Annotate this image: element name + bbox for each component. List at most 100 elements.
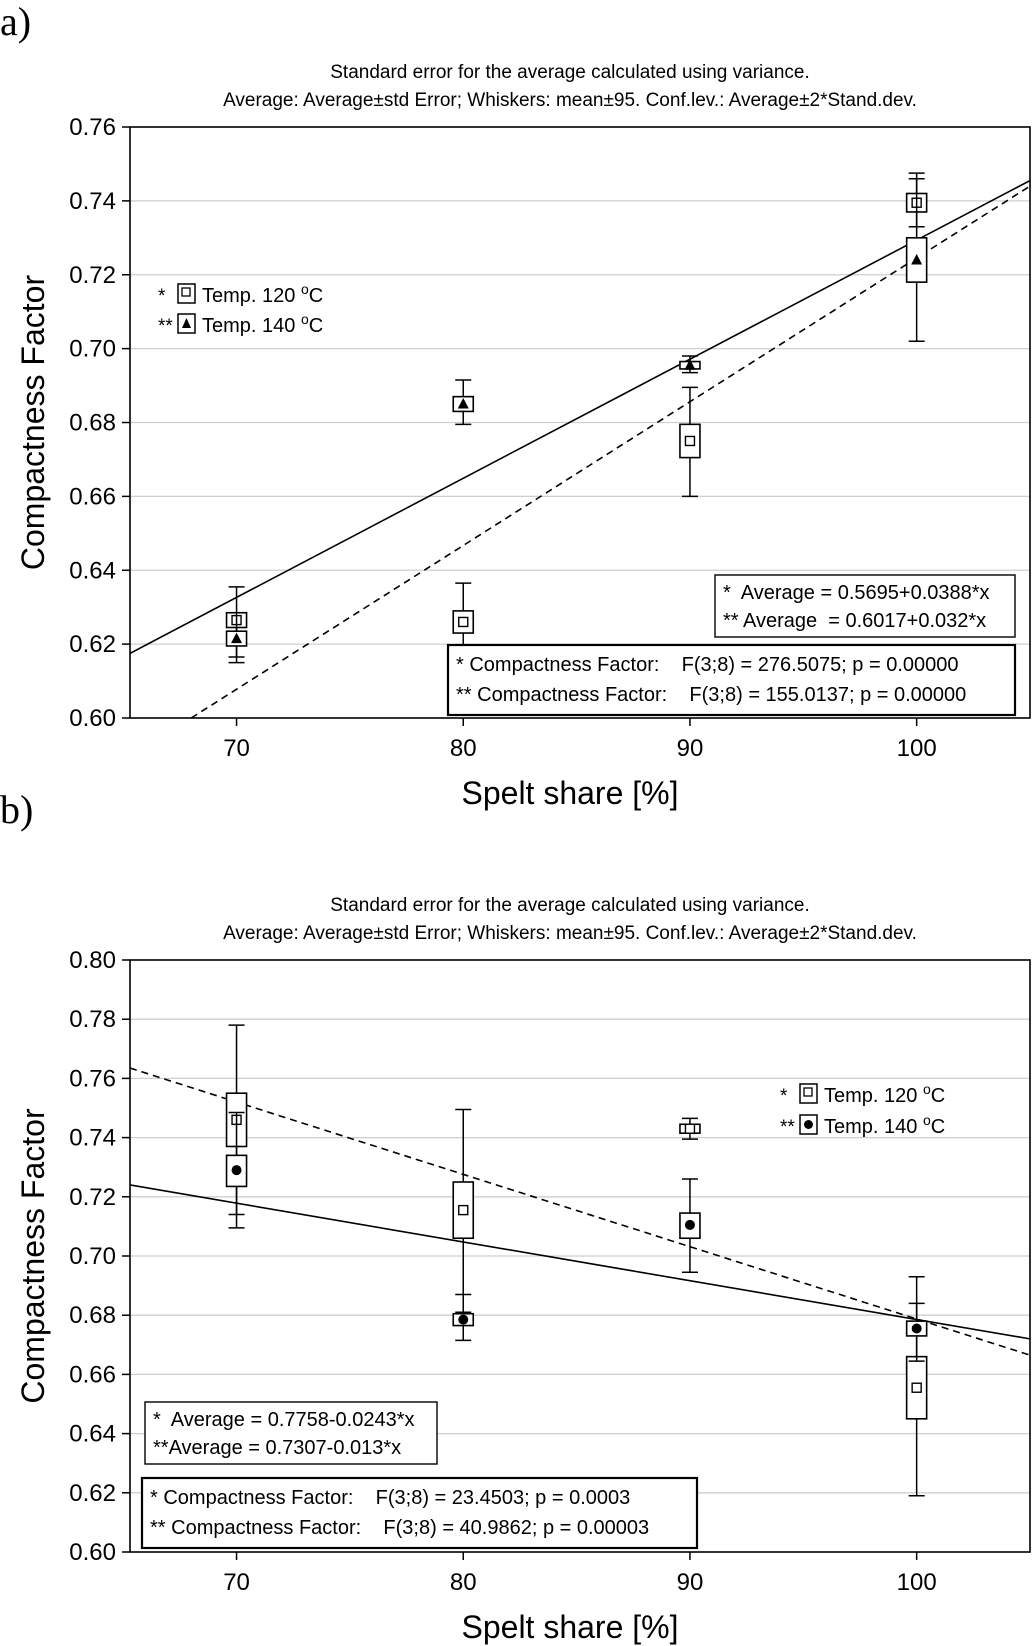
y-tick-label: 0.74 bbox=[69, 188, 116, 215]
equations-frame bbox=[144, 1401, 438, 1465]
y-tick-label: 0.62 bbox=[69, 1480, 116, 1507]
stats-text: ** Compactness Factor: F(3;8) = 155.0137… bbox=[456, 684, 966, 706]
legend: * Temp. 120 oC ** Temp. 140 oC bbox=[780, 1081, 945, 1138]
y-tick-label: 0.64 bbox=[69, 557, 116, 584]
equations-box: * Average = 0.7758-0.0243*x **Average = 0… bbox=[144, 1401, 438, 1465]
y-tick-label: 0.76 bbox=[69, 114, 116, 141]
x-tick-label: 100 bbox=[897, 735, 937, 762]
stats-frame bbox=[140, 1476, 699, 1550]
mean-marker-square bbox=[684, 1123, 696, 1134]
box-square-80 bbox=[452, 1108, 475, 1313]
y-axis-label: Compactness Factor bbox=[15, 275, 51, 571]
legend-label-text: Temp. 140 bbox=[824, 1116, 923, 1138]
y-axis-label: Compactness Factor bbox=[15, 1108, 51, 1404]
y-tick-label: 0.70 bbox=[69, 336, 116, 363]
fit-line-120 bbox=[130, 1184, 1030, 1340]
stats-box: * Compactness Factor: F(3;8) = 23.4503; … bbox=[140, 1476, 699, 1550]
stats-text: * Compactness Factor: F(3;8) = 276.5075;… bbox=[456, 654, 959, 676]
y-tick-label: 0.68 bbox=[69, 1302, 116, 1329]
x-tick-label: 70 bbox=[223, 735, 250, 762]
x-tick-label: 100 bbox=[897, 1569, 937, 1596]
mean-marker-triangle bbox=[457, 398, 469, 409]
mean-marker-circle bbox=[684, 1219, 695, 1230]
legend-symbol-square bbox=[803, 1087, 813, 1097]
box-circle-90 bbox=[679, 1178, 701, 1274]
box-circle-80 bbox=[452, 1293, 475, 1342]
legend-label: Temp. 140 oC bbox=[824, 1112, 945, 1138]
equation-text: **Average = 0.7307-0.013*x bbox=[153, 1437, 401, 1459]
legend-prefix: ** bbox=[780, 1117, 795, 1138]
y-tick-label: 0.60 bbox=[69, 705, 116, 732]
mean-marker-circle bbox=[231, 1165, 242, 1176]
mean-marker-triangle bbox=[684, 359, 696, 370]
y-tick-label: 0.64 bbox=[69, 1421, 116, 1448]
chart-title-line1: Standard error for the average calculate… bbox=[330, 895, 810, 916]
mean-marker-triangle bbox=[911, 253, 923, 265]
x-tick-label: 90 bbox=[677, 735, 704, 762]
y-tick-label: 0.72 bbox=[69, 1184, 116, 1211]
y-tick-label: 0.68 bbox=[69, 410, 116, 437]
legend-label-sup: o bbox=[301, 281, 309, 297]
mean-marker-square bbox=[684, 435, 696, 447]
box-triangle-80 bbox=[452, 379, 475, 426]
fit-line-140 bbox=[130, 1067, 1030, 1356]
plot-frame bbox=[129, 959, 1031, 1553]
legend-label-unit: C bbox=[309, 285, 323, 307]
legend-symbol-circle bbox=[804, 1120, 813, 1129]
box-triangle-100 bbox=[905, 172, 928, 342]
mean-marker-square bbox=[458, 616, 469, 628]
legend-label-sup: o bbox=[923, 1112, 931, 1128]
equations-box: * Average = 0.5695+0.0388*x ** Average = … bbox=[714, 574, 1016, 638]
x-tick-label: 70 bbox=[223, 1569, 250, 1596]
legend-prefix: ** bbox=[158, 316, 173, 337]
chart-title-line1: Standard error for the average calculate… bbox=[330, 62, 810, 83]
chart-title-line2: Average: Average±std Error; Whiskers: me… bbox=[223, 90, 917, 111]
legend-label-sup: o bbox=[923, 1081, 931, 1097]
x-tick-label: 90 bbox=[677, 1569, 704, 1596]
fit-line-140 bbox=[190, 185, 1030, 718]
fit-line-120 bbox=[130, 179, 1030, 655]
equation-text: * Average = 0.5695+0.0388*x bbox=[723, 582, 990, 604]
mean-marker-square bbox=[911, 1382, 922, 1393]
legend-label: Temp. 120 oC bbox=[202, 281, 323, 307]
mean-marker-triangle bbox=[231, 632, 243, 644]
legend-symbol-square bbox=[181, 287, 191, 297]
equations-frame bbox=[714, 574, 1016, 638]
legend-prefix: * bbox=[780, 1086, 788, 1107]
legend-symbol-triangle bbox=[182, 318, 191, 328]
legend-label: Temp. 120 oC bbox=[824, 1081, 945, 1107]
legend-label-unit: C bbox=[309, 315, 323, 337]
legend-label-sup: o bbox=[301, 311, 309, 327]
box-triangle-90 bbox=[679, 355, 701, 374]
stats-box: * Compactness Factor: F(3;8) = 276.5075;… bbox=[446, 643, 1017, 717]
mean-marker-circle bbox=[458, 1314, 469, 1325]
legend: * Temp. 120 oC** Temp. 140 oC bbox=[158, 281, 323, 337]
x-axis-label: Spelt share [%] bbox=[462, 775, 679, 811]
y-tick-label: 0.72 bbox=[69, 262, 116, 289]
mean-marker-circle bbox=[911, 1323, 922, 1334]
chart-panel-a: Standard error for the average calculate… bbox=[15, 62, 1031, 811]
box-square-100 bbox=[905, 1302, 928, 1497]
x-tick-label: 80 bbox=[450, 735, 477, 762]
mean-marker-square bbox=[458, 1204, 469, 1216]
equation-text: * Average = 0.7758-0.0243*x bbox=[153, 1409, 415, 1431]
box-triangle-70 bbox=[225, 611, 248, 664]
y-tick-label: 0.62 bbox=[69, 631, 116, 658]
y-tick-label: 0.70 bbox=[69, 1243, 116, 1270]
y-tick-label: 0.66 bbox=[69, 483, 116, 510]
y-tick-label: 0.80 bbox=[69, 947, 116, 974]
legend-label-text: Temp. 120 bbox=[824, 1085, 923, 1107]
legend-label: Temp. 140 oC bbox=[202, 311, 323, 337]
chart-title-line2: Average: Average±std Error; Whiskers: me… bbox=[223, 923, 917, 944]
legend-label-text: Temp. 120 bbox=[202, 285, 301, 307]
stats-frame bbox=[446, 643, 1017, 717]
box-square-90 bbox=[679, 386, 701, 498]
y-tick-label: 0.66 bbox=[69, 1361, 116, 1388]
box-circle-70 bbox=[225, 1111, 248, 1229]
panel-label-b: b) bbox=[0, 787, 34, 832]
chart-panel-b: Standard error for the average calculate… bbox=[15, 895, 1031, 1645]
x-tick-label: 80 bbox=[450, 1569, 477, 1596]
box-circle-100 bbox=[905, 1275, 928, 1362]
plot-frame bbox=[129, 126, 1031, 719]
